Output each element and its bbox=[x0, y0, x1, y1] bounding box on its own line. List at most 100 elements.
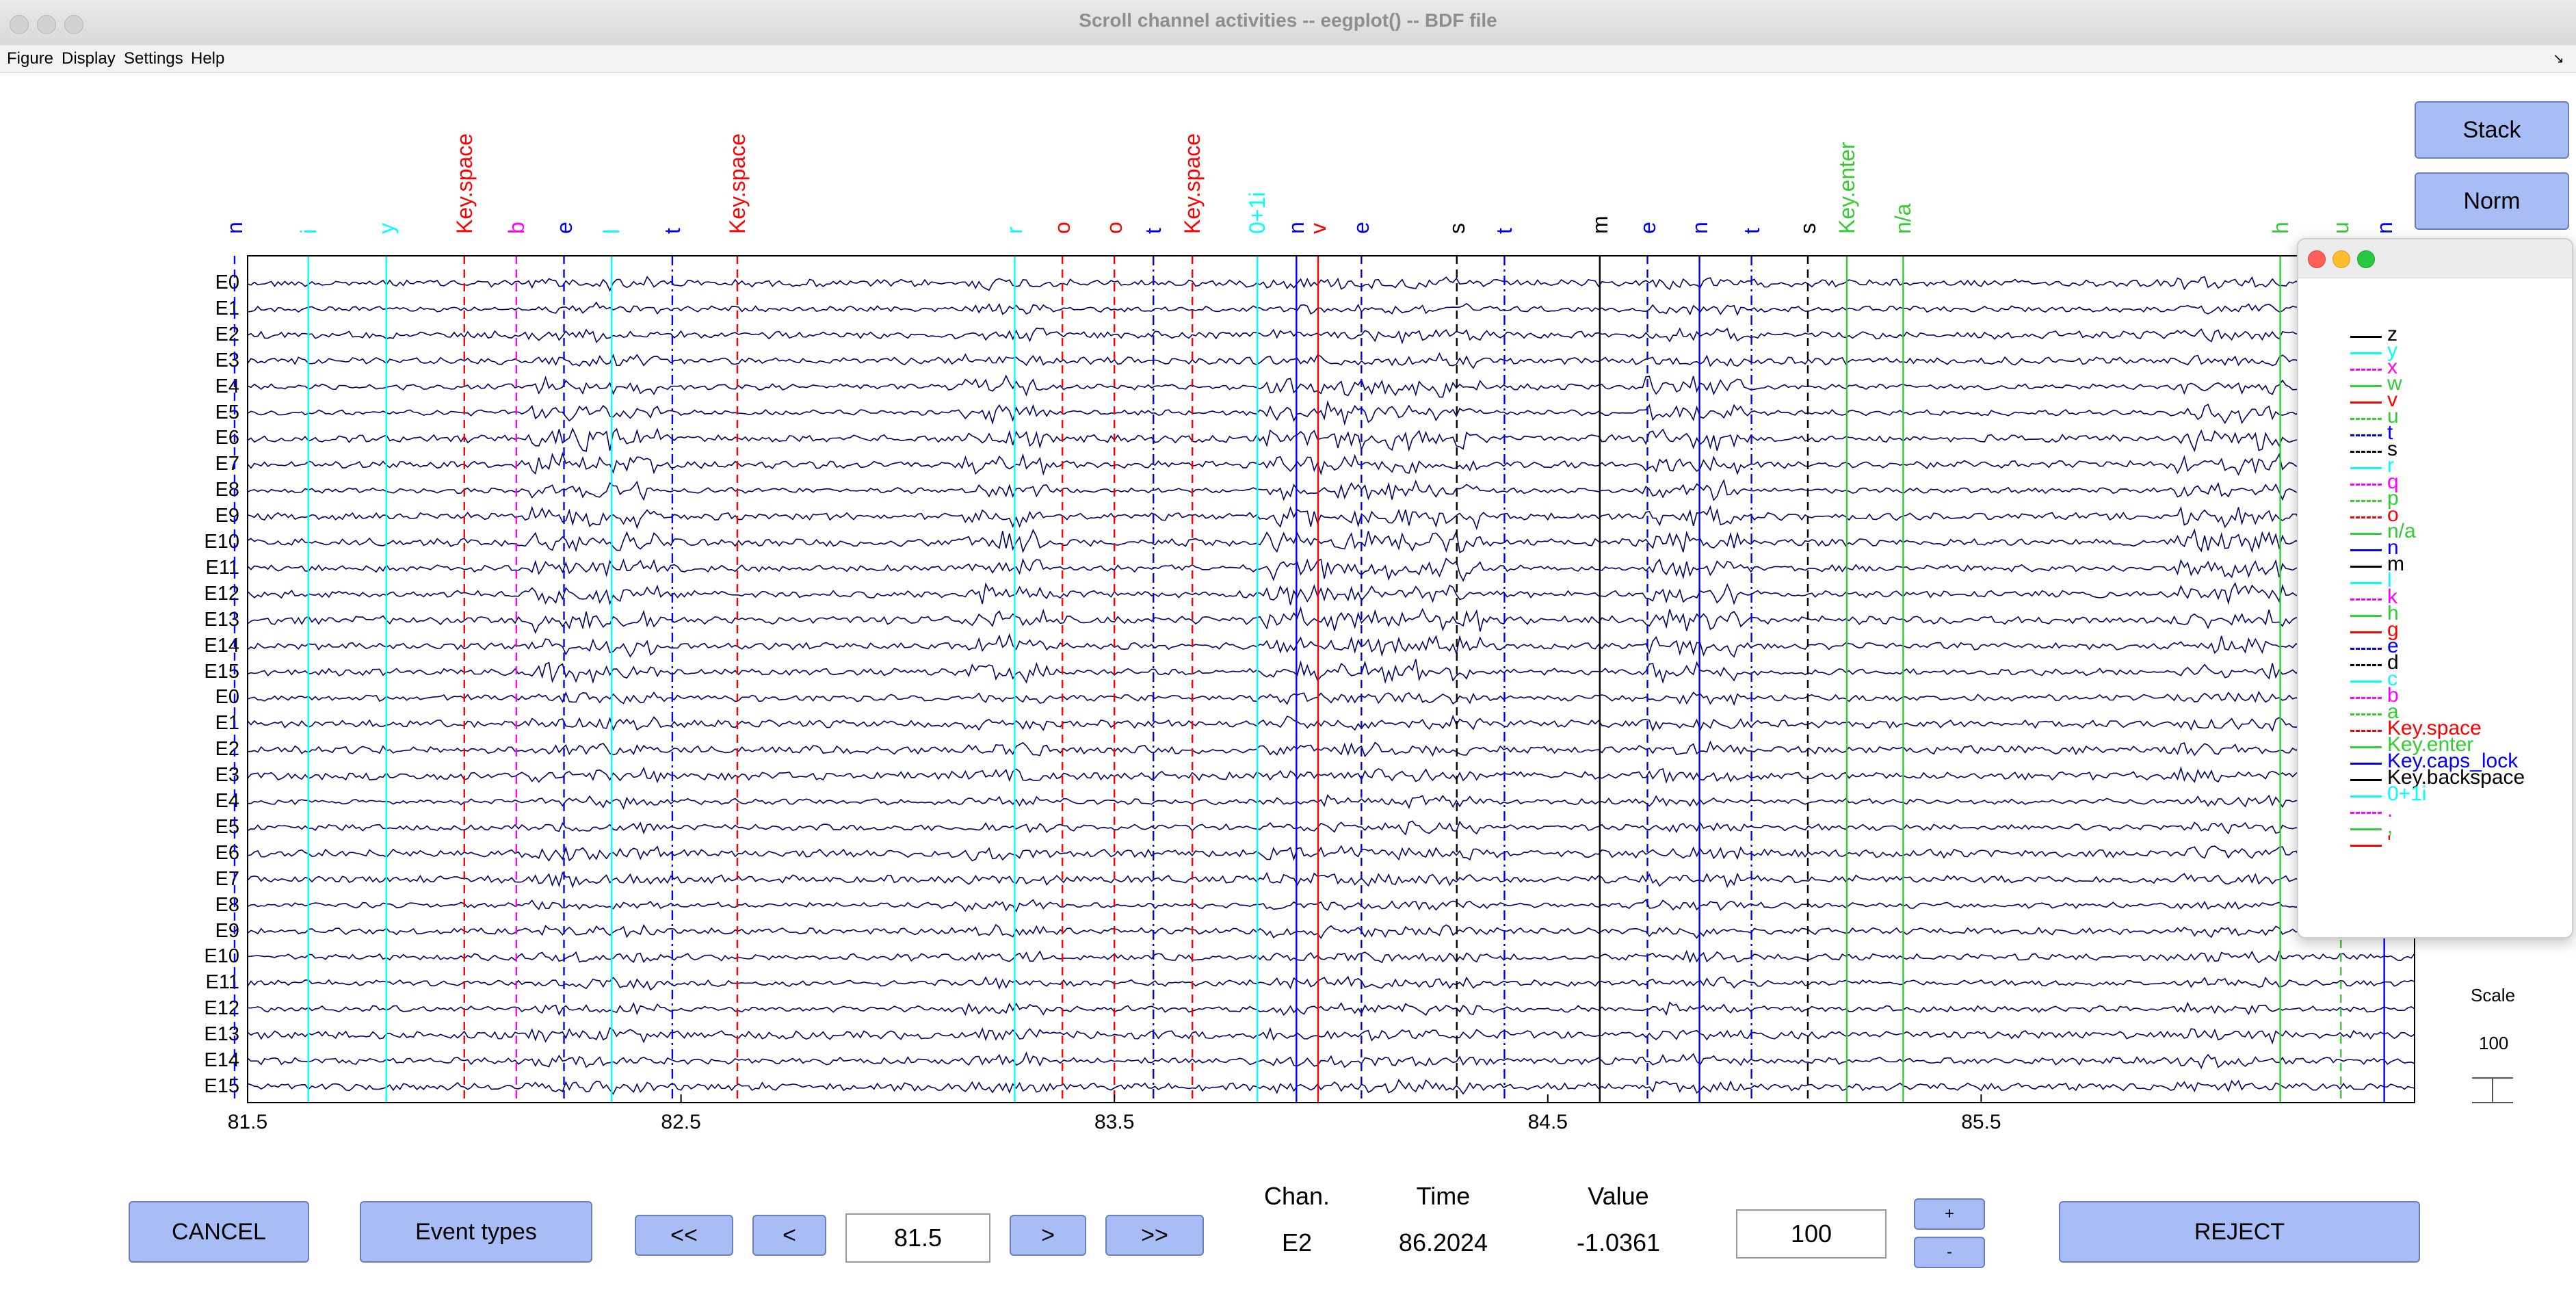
stack-button[interactable]: Stack bbox=[2415, 101, 2569, 159]
event-label: s bbox=[1444, 223, 1469, 234]
eeg-plot[interactable] bbox=[0, 0, 2576, 1163]
legend-label: Key.backspace bbox=[2387, 766, 2525, 789]
legend-label: n/a bbox=[2387, 520, 2416, 542]
event-legend-window: z y x w v u t s r q p o n/a n m l k h g e d c b a Key.space Key.e… bbox=[2297, 238, 2573, 938]
legend-line-swatch bbox=[2350, 549, 2382, 551]
legend-label: l bbox=[2387, 569, 2392, 592]
event-label: e bbox=[551, 222, 577, 234]
zoom-window-button[interactable] bbox=[64, 15, 83, 34]
event-types-button[interactable]: Event types bbox=[360, 1201, 592, 1263]
scroll-forward-fast-button[interactable]: >> bbox=[1105, 1215, 1204, 1256]
channel-trace bbox=[248, 740, 2415, 758]
menu-display[interactable]: Display bbox=[62, 49, 116, 68]
channel-trace bbox=[247, 690, 2415, 707]
legend-label: a bbox=[2387, 700, 2399, 723]
channel-trace bbox=[247, 451, 2415, 476]
legend-line-swatch bbox=[2350, 779, 2382, 781]
event-markers bbox=[233, 256, 2385, 1103]
legend-line-swatch bbox=[2350, 631, 2382, 633]
legend-label: e bbox=[2387, 635, 2399, 657]
channel-trace bbox=[248, 793, 2415, 810]
legend-label: p bbox=[2387, 487, 2399, 510]
menu-settings[interactable]: Settings bbox=[124, 49, 183, 68]
event-label: n bbox=[222, 222, 247, 234]
event-label: o bbox=[1050, 222, 1075, 234]
close-window-button[interactable] bbox=[10, 15, 29, 34]
legend-label: v bbox=[2387, 389, 2397, 411]
legend-label: ' bbox=[2387, 832, 2391, 854]
legend-item: t bbox=[2298, 423, 2572, 443]
event-label: Key.space bbox=[1180, 133, 1205, 234]
event-label: b bbox=[503, 222, 529, 234]
legend-line-swatch bbox=[2350, 434, 2382, 436]
channel-trace bbox=[247, 557, 2415, 582]
channel-trace bbox=[247, 766, 2415, 784]
channel-trace bbox=[247, 581, 2415, 606]
legend-label: y bbox=[2387, 339, 2397, 362]
legend-label: Key.enter bbox=[2387, 733, 2474, 756]
legend-item: h bbox=[2298, 603, 2572, 624]
legend-item: w bbox=[2298, 373, 2572, 394]
channel-trace bbox=[247, 845, 2415, 862]
legend-line-swatch bbox=[2350, 713, 2382, 715]
channel-trace bbox=[247, 352, 2415, 369]
channel-trace bbox=[247, 1079, 2415, 1095]
legend-line-swatch bbox=[2350, 615, 2382, 617]
legend-label: o bbox=[2387, 503, 2399, 526]
legend-line-swatch bbox=[2350, 484, 2382, 486]
legend-item: o bbox=[2298, 505, 2572, 525]
legend-zoom-button[interactable] bbox=[2357, 250, 2375, 268]
event-label: m bbox=[1587, 215, 1612, 234]
x-tick-label: 84.5 bbox=[1527, 1111, 1568, 1133]
legend-item: ' bbox=[2298, 833, 2572, 854]
menu-bar: Figure Display Settings Help ↘ bbox=[0, 45, 2576, 73]
legend-item: z bbox=[2298, 324, 2572, 345]
x-tick-label: 83.5 bbox=[1094, 1111, 1135, 1133]
value-value: -1.0361 bbox=[1576, 1228, 1661, 1256]
minimize-window-button[interactable] bbox=[37, 15, 56, 34]
legend-minimize-button[interactable] bbox=[2332, 250, 2350, 268]
channel-trace bbox=[247, 400, 2415, 426]
legend-label: m bbox=[2387, 553, 2404, 575]
legend-label: . bbox=[2387, 799, 2393, 821]
event-label: o bbox=[1102, 222, 1127, 234]
legend-label: z bbox=[2387, 323, 2397, 345]
time-position-input[interactable]: 81.5 bbox=[845, 1213, 990, 1263]
legend-label: c bbox=[2387, 668, 2397, 690]
window-title: Scroll channel activities -- eegplot() -… bbox=[1079, 10, 1497, 31]
scroll-forward-button[interactable]: > bbox=[1010, 1215, 1086, 1256]
channel-label: E10 bbox=[204, 945, 239, 968]
legend-item: s bbox=[2298, 439, 2572, 460]
norm-button[interactable]: Norm bbox=[2415, 172, 2569, 230]
legend-item: Key.caps_lock bbox=[2298, 751, 2572, 772]
event-label: n bbox=[2371, 222, 2397, 234]
legend-close-button[interactable] bbox=[2308, 250, 2326, 268]
scale-increase-button[interactable]: + bbox=[1914, 1198, 1985, 1230]
scroll-back-fast-button[interactable]: << bbox=[635, 1215, 733, 1256]
event-label: r bbox=[1002, 226, 1027, 234]
eeg-traces bbox=[247, 276, 2415, 1095]
plot-frame bbox=[247, 255, 2415, 1103]
event-label: h bbox=[2268, 222, 2293, 234]
scroll-back-button[interactable]: < bbox=[752, 1215, 826, 1256]
channel-label: E14 bbox=[204, 1049, 239, 1071]
scale-input[interactable]: 100 bbox=[1736, 1209, 1887, 1259]
reject-button[interactable]: REJECT bbox=[2059, 1201, 2420, 1263]
legend-line-swatch bbox=[2350, 500, 2382, 502]
menu-help[interactable]: Help bbox=[191, 49, 225, 68]
chan-header: Chan. bbox=[1263, 1182, 1330, 1210]
cancel-button[interactable]: CANCEL bbox=[129, 1201, 309, 1263]
value-header: Value bbox=[1588, 1182, 1649, 1210]
event-label: t bbox=[1492, 228, 1517, 234]
channel-label: E12 bbox=[204, 997, 239, 1020]
channel-trace bbox=[247, 327, 2415, 345]
menu-figure[interactable]: Figure bbox=[7, 49, 54, 68]
legend-item: n bbox=[2298, 538, 2572, 558]
legend-item: d bbox=[2298, 653, 2572, 673]
dock-arrow-icon[interactable]: ↘ bbox=[2553, 51, 2564, 66]
legend-item: g bbox=[2298, 620, 2572, 640]
event-label: n/a bbox=[1891, 203, 1916, 234]
legend-line-swatch bbox=[2350, 598, 2382, 601]
scale-decrease-button[interactable]: - bbox=[1914, 1237, 1985, 1268]
time-header: Time bbox=[1416, 1182, 1471, 1210]
